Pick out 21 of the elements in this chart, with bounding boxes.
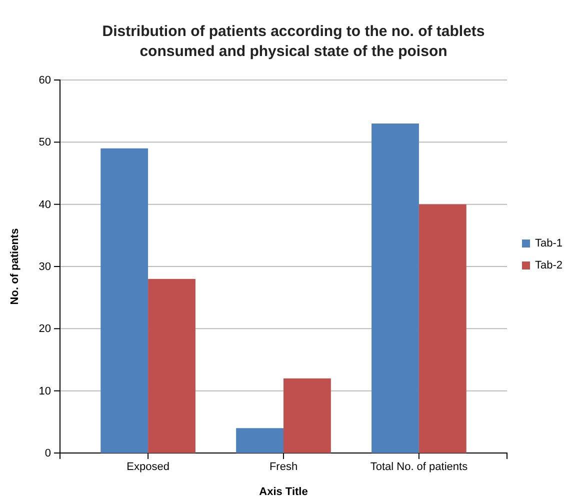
- bar: [418, 204, 466, 453]
- bar: [100, 148, 148, 453]
- legend-label: Tab-2: [535, 260, 563, 272]
- bar: [284, 378, 331, 453]
- y-tick-label: 50: [38, 136, 51, 149]
- bar: [372, 124, 419, 453]
- y-tick-label: 20: [38, 323, 51, 336]
- legend-label: Tab-1: [535, 238, 563, 250]
- y-tick-label: 0: [44, 448, 51, 460]
- y-tick-label: 10: [38, 385, 51, 398]
- y-tick-label: 40: [38, 198, 51, 211]
- y-axis-title: No. of patients: [9, 228, 21, 305]
- x-tick-label: Total No. of patients: [370, 460, 468, 473]
- x-axis-title: Axis Title: [259, 486, 308, 498]
- x-tick-label: Fresh: [269, 460, 298, 473]
- x-tick-label: Exposed: [126, 460, 170, 473]
- y-tick-label: 30: [38, 261, 51, 274]
- y-tick-label: 60: [38, 74, 51, 87]
- bar: [148, 278, 196, 453]
- chart-title: Distribution of patients according to the no. of tablets consumed and physical state of the poison: [102, 23, 485, 60]
- bar: [236, 428, 284, 453]
